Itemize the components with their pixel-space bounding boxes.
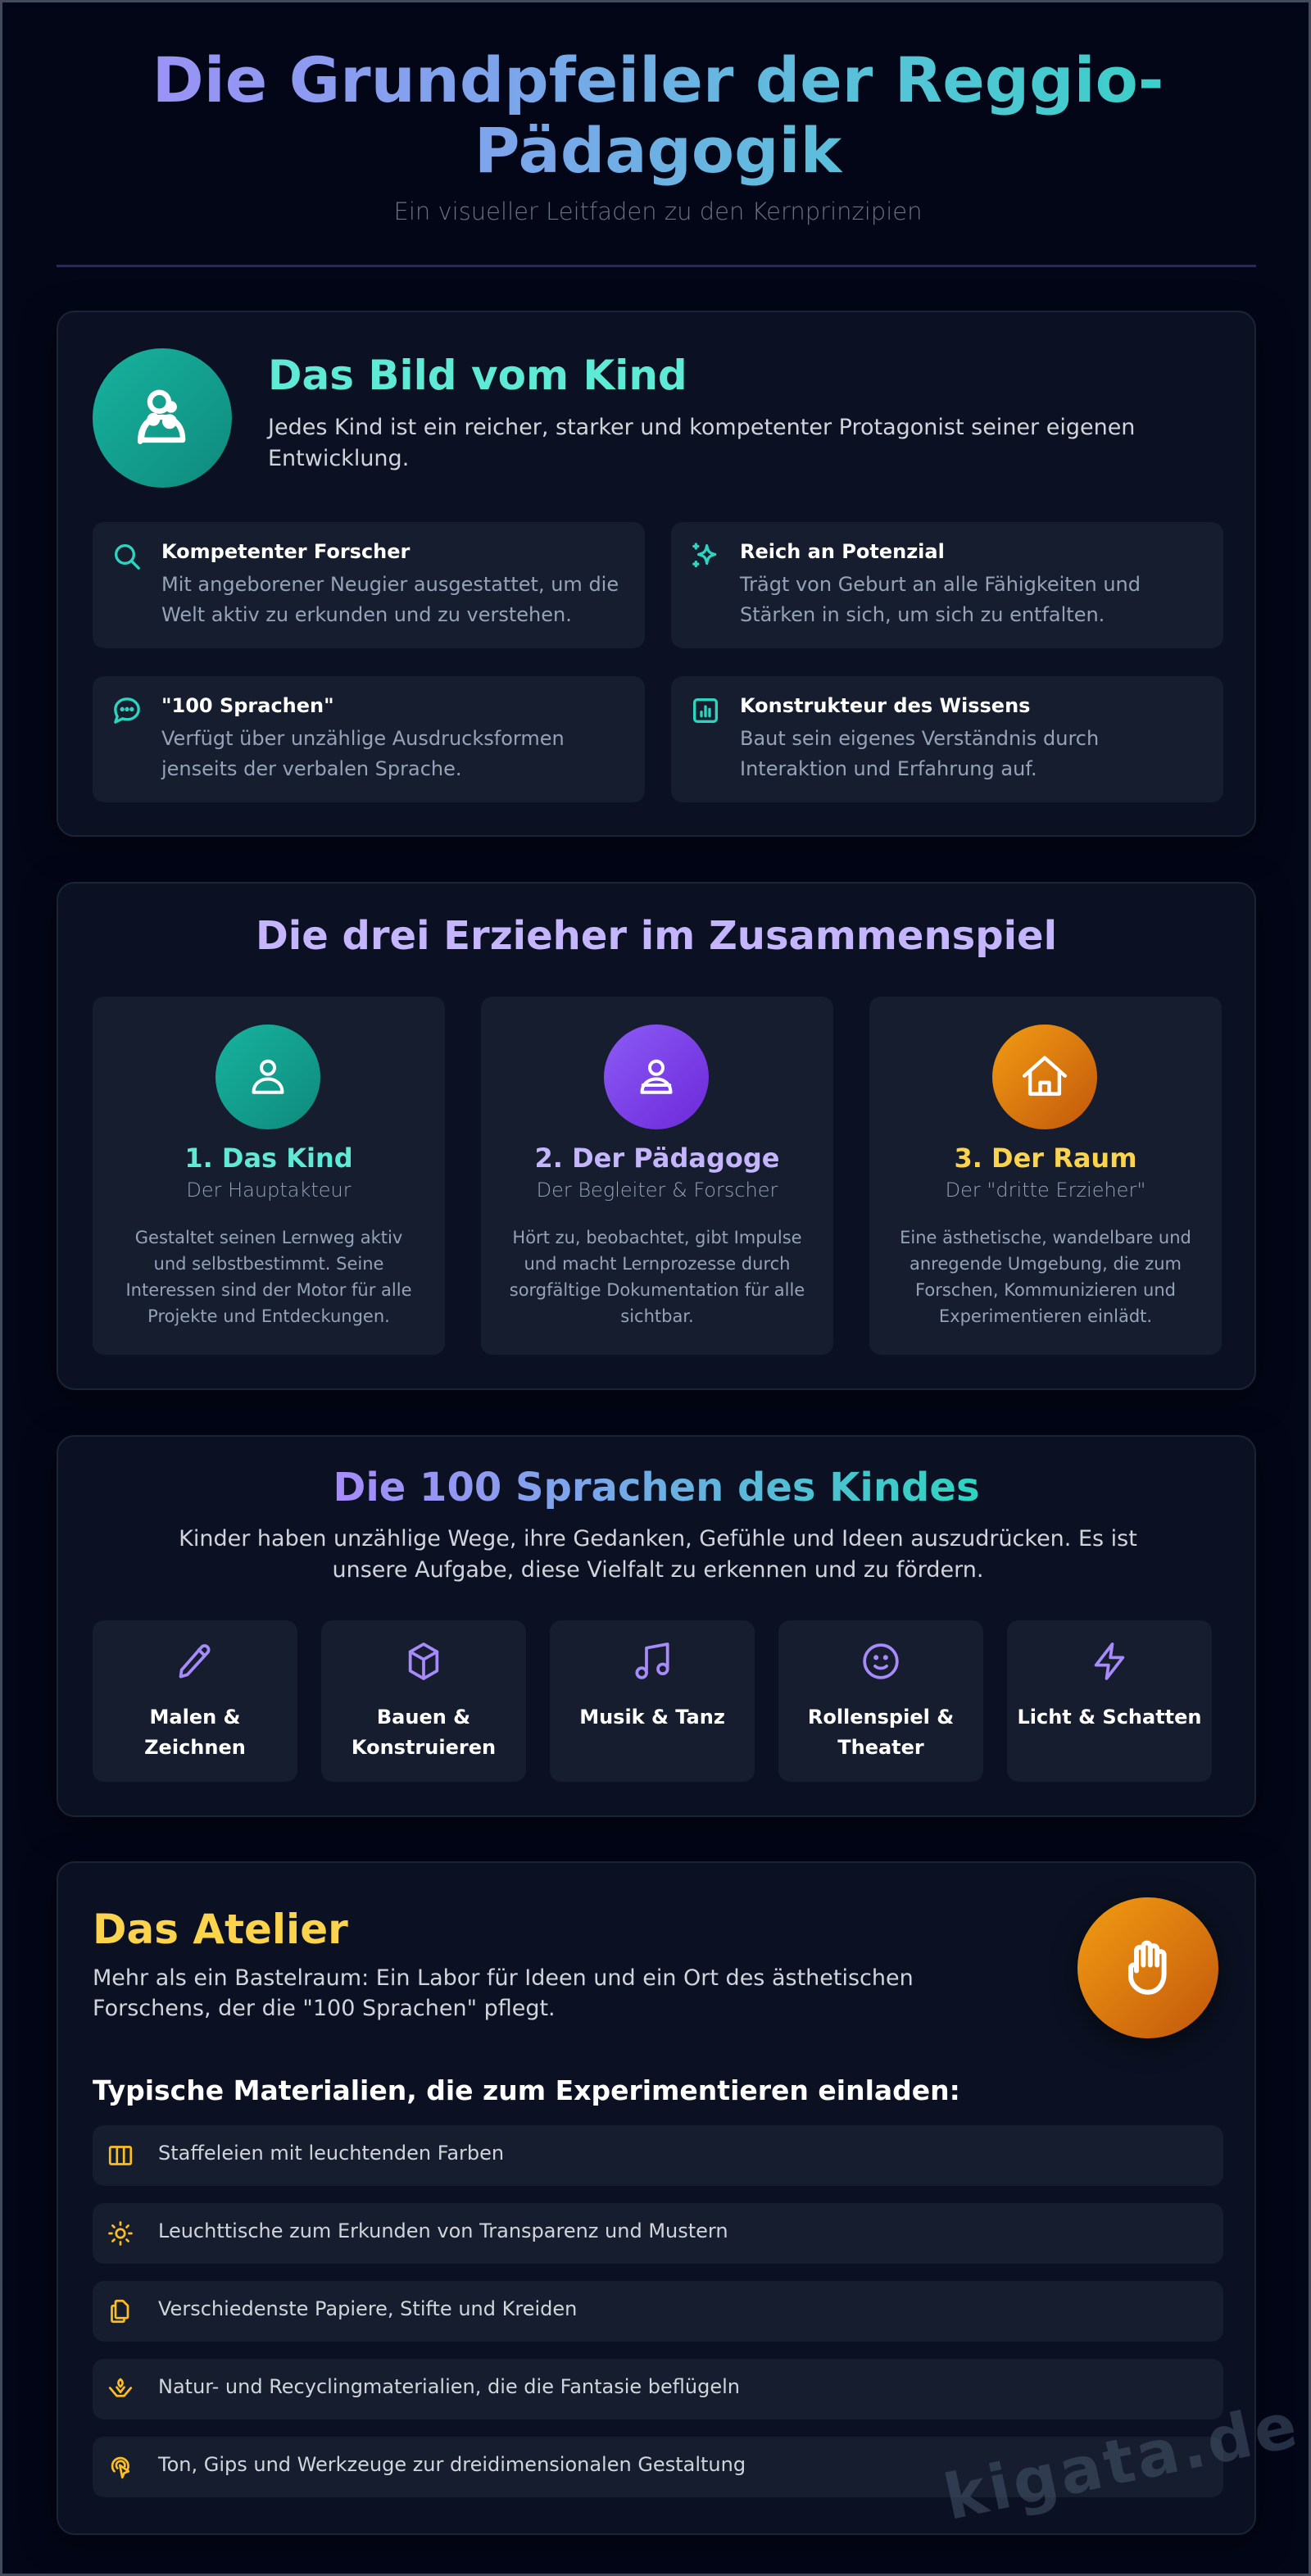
feature-title: "100 Sprachen": [161, 694, 334, 717]
educator-description: Hört zu, beobachtet, gibt Impulse und ma…: [509, 1228, 805, 1326]
header-divider: [57, 265, 1256, 267]
material-label: Verschiedenste Papiere, Stifte und Kreid…: [158, 2297, 578, 2320]
language-label: Bauen & Konstruieren: [351, 1706, 497, 1759]
section-description: Mehr als ein Bastelraum: Ein Labor für I…: [93, 1965, 914, 2021]
material-item: Ton, Gips und Werkzeuge zur dreidimensio…: [93, 2437, 1223, 2497]
language-label: Licht & Schatten: [1017, 1706, 1202, 1729]
card-atelier: Das Atelier Mehr als ein Bastelraum: Ein…: [57, 1861, 1256, 2535]
lightning-icon: [1094, 1642, 1125, 1680]
language-label: Rollenspiel & Theater: [807, 1706, 955, 1759]
feature-competent-researcher: Kompetenter Forscher Mit angeborener Neu…: [93, 522, 645, 648]
music-note-icon: [635, 1642, 669, 1679]
feature-title: Kompetenter Forscher: [161, 540, 411, 563]
material-item: Staffeleien mit leuchtenden Farben: [93, 2125, 1223, 2186]
home-icon: [992, 1024, 1097, 1129]
material-label: Natur- und Recyclingmaterialien, die die…: [158, 2375, 741, 2398]
card-hundred-languages: Die 100 Sprachen des Kindes Kinder haben…: [57, 1435, 1256, 1817]
chat-bubble-icon: [114, 697, 140, 724]
documents-icon: [111, 2299, 129, 2324]
material-item: Leuchttische zum Erkunden von Transparen…: [93, 2203, 1223, 2264]
section-heading: Die 100 Sprachen des Kindes: [333, 1465, 980, 1511]
cube-icon: [408, 1642, 439, 1680]
feature-description: Verfügt über unzählige Ausdrucksformen j…: [161, 727, 565, 780]
nature-sprout-icon: [108, 2378, 133, 2397]
material-label: Ton, Gips und Werkzeuge zur dreidimensio…: [158, 2453, 746, 2476]
material-item: Natur- und Recyclingmaterialien, die die…: [93, 2359, 1223, 2419]
feature-knowledge-constructor: Konstrukteur des Wissens Baut sein eigen…: [671, 676, 1223, 802]
cursor-click-icon: [111, 2456, 130, 2479]
feature-title: Konstrukteur des Wissens: [740, 694, 1031, 717]
material-label: Staffeleien mit leuchtenden Farben: [158, 2142, 505, 2165]
educator-description: Eine ästhetische, wandelbare und anregen…: [900, 1228, 1191, 1326]
educator-role: Der "dritte Erzieher": [945, 1179, 1146, 1202]
language-tile-light-shadow: Licht & Schatten: [1007, 1620, 1212, 1782]
educator-role: Der Begleiter & Forscher: [536, 1179, 778, 1202]
section-title: Das Atelier: [93, 1906, 348, 1953]
educator-role: Der Hauptakteur: [186, 1179, 352, 1202]
educator-title: 3. Der Raum: [954, 1143, 1137, 1174]
sun-icon: [108, 2221, 133, 2246]
materials-heading: Typische Materialien, die zum Experiment…: [93, 2074, 960, 2106]
language-tile-roleplay: Rollenspiel & Theater: [778, 1620, 983, 1782]
language-tile-painting: Malen & Zeichnen: [93, 1620, 297, 1782]
feature-description: Trägt von Geburt an alle Fähigkeiten und…: [740, 573, 1141, 626]
feature-100-languages: "100 Sprachen" Verfügt über unzählige Au…: [93, 676, 645, 802]
pencil-icon: [179, 1644, 211, 1679]
hand-icon: [1077, 1897, 1218, 2038]
smiley-icon: [863, 1643, 899, 1679]
section-heading: Die drei Erzieher im Zusammenspiel: [255, 913, 1058, 959]
section-description: Jedes Kind ist ein reicher, starker und …: [268, 415, 1136, 471]
card-three-educators: Die drei Erzieher im Zusammenspiel 1. Da…: [57, 882, 1256, 1390]
educator-title: 1. Das Kind: [184, 1143, 353, 1174]
material-label: Leuchttische zum Erkunden von Transparen…: [158, 2219, 728, 2242]
educator-child: 1. Das Kind Der Hauptakteur Gestaltet se…: [93, 997, 445, 1355]
teacher-icon: [604, 1024, 709, 1129]
language-label: Musik & Tanz: [579, 1706, 725, 1729]
feature-description: Baut sein eigenes Verständnis durch Inte…: [740, 727, 1100, 780]
educator-title: 2. Der Pädagoge: [534, 1143, 780, 1174]
person-icon: [215, 1024, 320, 1129]
search-icon: [115, 544, 140, 570]
card-image-of-child: Das Bild vom Kind Jedes Kind ist ein rei…: [57, 311, 1256, 837]
page-title: Die Grundpfeiler der Reggio-Pädagogik: [2, 45, 1309, 186]
easel-columns-icon: [108, 2146, 133, 2165]
educator-pedagogue: 2. Der Pädagoge Der Begleiter & Forscher…: [481, 997, 833, 1355]
child-person-icon: [93, 348, 232, 488]
feature-title: Reich an Potenzial: [740, 540, 945, 563]
language-tile-building: Bauen & Konstruieren: [321, 1620, 526, 1782]
bar-chart-icon: [693, 698, 718, 723]
section-description: Kinder haben unzählige Wege, ihre Gedank…: [179, 1526, 1137, 1583]
educator-room: 3. Der Raum Der "dritte Erzieher" Eine ä…: [869, 997, 1222, 1355]
section-title: Das Bild vom Kind: [268, 352, 687, 399]
material-item: Verschiedenste Papiere, Stifte und Kreid…: [93, 2281, 1223, 2342]
language-tile-music: Musik & Tanz: [550, 1620, 755, 1782]
sparkles-icon: [692, 543, 717, 568]
language-label: Malen & Zeichnen: [144, 1706, 246, 1759]
page-subtitle: Ein visueller Leitfaden zu den Kernprinz…: [393, 198, 923, 225]
feature-description: Mit angeborener Neugier ausgestattet, um…: [161, 573, 619, 626]
educator-description: Gestaltet seinen Lernweg aktiv und selbs…: [125, 1228, 412, 1326]
feature-rich-potential: Reich an Potenzial Trägt von Geburt an a…: [671, 522, 1223, 648]
